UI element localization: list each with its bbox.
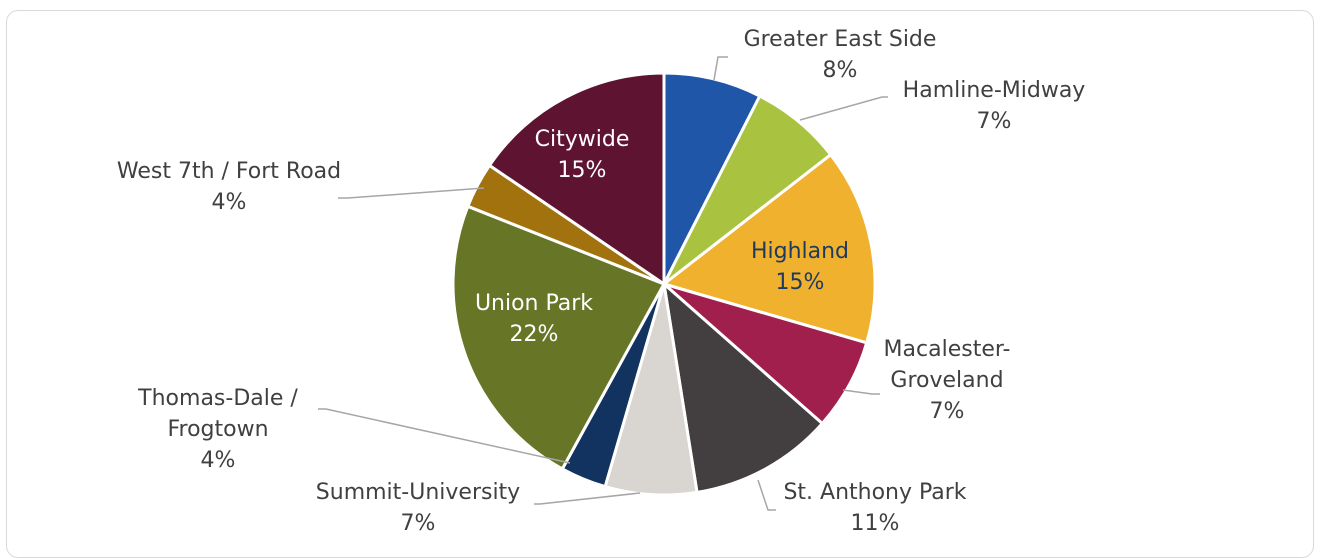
leader-line-summit-university: [534, 492, 641, 505]
data-label-hamline-midway: Hamline-Midway 7%: [903, 78, 1086, 134]
data-label-highland: Highland 15%: [751, 239, 849, 295]
data-label-citywide: Citywide 15%: [535, 127, 630, 183]
pie-slice-greater-east-side: [662, 71, 762, 286]
data-label-union-park: Union Park 22%: [475, 291, 593, 347]
pie-slice-union-park: [451, 204, 666, 471]
leader-line-macalester-groveland: [842, 389, 880, 395]
data-label-macalester-groveland: Macalester-Groveland 7%: [884, 337, 1011, 424]
leader-line-thomas-dale-frogtown: [318, 408, 571, 464]
leader-line-hamline-midway: [799, 96, 888, 121]
data-label-summit-university: Summit-University 7%: [316, 480, 520, 536]
data-label-st-anthony-park: St. Anthony Park 11%: [783, 480, 966, 536]
pie-slice-st-anthony-park: [662, 282, 824, 494]
pie-slice-highland: [662, 153, 877, 345]
data-label-greater-east-side: Greater East Side 8%: [744, 27, 937, 83]
pie-slice-citywide: [487, 71, 666, 286]
leader-line-west-7th-fort-road: [338, 187, 485, 199]
data-label-thomas-dale-frogtown: Thomas-Dale / Frogtown 4%: [137, 386, 298, 473]
leader-line-greater-east-side: [713, 56, 728, 81]
leader-line-st-anthony-park: [757, 479, 776, 511]
data-label-west-7th-fort-road: West 7th / Fort Road 4%: [117, 159, 341, 215]
